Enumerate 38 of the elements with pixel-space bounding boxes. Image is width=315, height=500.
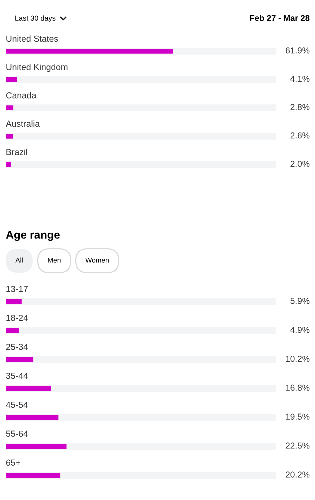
data-label: 2.8% — [290, 104, 310, 110]
category-label: 18-24 — [6, 315, 28, 322]
category-label: 35-44 — [6, 372, 28, 380]
category-label: United Kingdom — [6, 64, 68, 72]
data-label: 22.5% — [286, 442, 310, 449]
data-label: 61.9% — [286, 48, 310, 54]
category-label: Brazil — [6, 148, 28, 156]
bar — [6, 134, 14, 139]
category-label: 25-34 — [6, 344, 28, 350]
bar — [6, 49, 174, 54]
bar — [6, 415, 59, 420]
chart-title: Age range — [6, 231, 60, 242]
category-label: Australia — [6, 120, 40, 128]
data-label: 20.2% — [286, 472, 310, 478]
data-label: 2.0% — [290, 160, 310, 168]
text: Feb 27 - Mar 28 — [250, 15, 310, 22]
category-label: 65+ — [6, 460, 20, 466]
data-label: 2.6% — [290, 132, 310, 139]
category-label: 13-17 — [6, 286, 28, 292]
data-label: 16.8% — [286, 384, 310, 391]
bar — [6, 444, 67, 450]
bar — [6, 162, 12, 168]
category-label: Canada — [6, 92, 37, 99]
data-label: 4.1% — [290, 76, 310, 82]
bar — [6, 473, 61, 478]
data-label: 10.2% — [286, 356, 310, 362]
bar — [6, 357, 34, 362]
category-label: United States — [6, 36, 58, 42]
bar — [6, 328, 20, 334]
data-label: 19.5% — [286, 414, 310, 420]
data-label: 5.9% — [290, 298, 310, 304]
category-label: 55-64 — [6, 430, 28, 438]
data-label: 4.9% — [290, 327, 310, 334]
bar — [6, 77, 18, 82]
bar — [6, 106, 14, 110]
bar — [6, 299, 22, 304]
bar — [6, 386, 52, 392]
category-label: 45-54 — [6, 402, 28, 408]
